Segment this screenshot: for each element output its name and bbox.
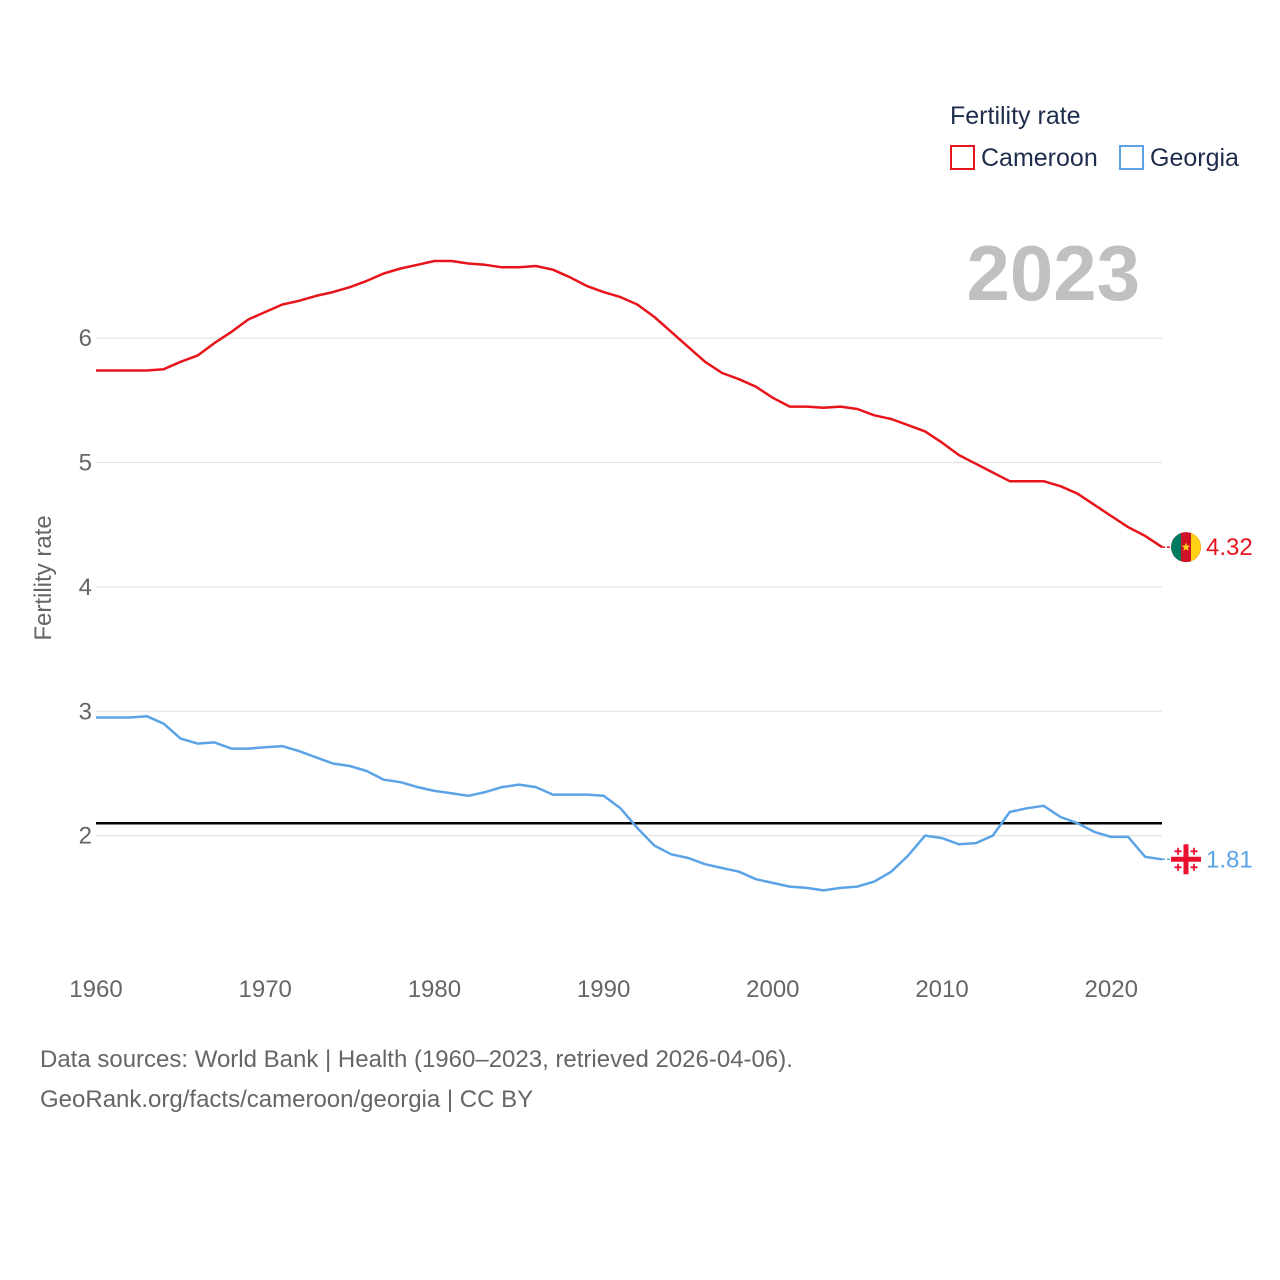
x-tick-label: 1980 <box>408 976 461 1003</box>
y-axis-title: Fertility rate <box>30 515 57 640</box>
legend-swatch-georgia <box>1119 145 1144 170</box>
x-axis: 1960 1970 1980 1990 2000 2010 2020 <box>69 976 1138 1003</box>
legend[interactable]: Fertility rate Cameroon Georgia <box>950 102 1239 172</box>
chart: 2 3 4 5 6 1960 1970 1980 1990 2000 2010 2020 Ferti… <box>30 102 1253 1003</box>
series-line-cameroon <box>96 259 1163 549</box>
x-tick-label: 1970 <box>239 976 292 1003</box>
series-group <box>96 259 1163 892</box>
y-axis: 2 3 4 5 6 <box>79 325 92 849</box>
y-tick-label: 2 <box>79 823 92 850</box>
legend-swatch-cameroon <box>950 145 975 170</box>
legend-item-cameroon[interactable]: Cameroon <box>950 144 1098 172</box>
y-tick-label: 3 <box>79 698 92 725</box>
source-line-1: Data sources: World Bank | Health (1960–… <box>40 1046 793 1073</box>
x-tick-label: 1960 <box>69 976 122 1003</box>
y-tick-label: 4 <box>79 574 92 601</box>
year-label: 2023 <box>966 229 1140 317</box>
legend-label-georgia: Georgia <box>1150 144 1239 172</box>
legend-item-georgia[interactable]: Georgia <box>1119 144 1239 172</box>
end-markers: 4.32 1.81 <box>1162 532 1253 875</box>
x-tick-label: 2010 <box>915 976 968 1003</box>
cameroon-flag-icon <box>1171 532 1201 563</box>
x-tick-label: 2020 <box>1085 976 1138 1003</box>
y-tick-label: 5 <box>79 450 92 477</box>
georgia-flag-icon <box>1171 844 1201 875</box>
legend-title: Fertility rate <box>950 102 1081 130</box>
y-tick-label: 6 <box>79 325 92 352</box>
x-tick-label: 2000 <box>746 976 799 1003</box>
series-line-georgia <box>96 714 1163 892</box>
gridlines <box>96 337 1162 837</box>
x-tick-label: 1990 <box>577 976 630 1003</box>
end-value-georgia: 1.81 <box>1206 846 1253 873</box>
legend-label-cameroon: Cameroon <box>981 144 1098 172</box>
end-value-cameroon: 4.32 <box>1206 534 1253 561</box>
source-line-2[interactable]: GeoRank.org/facts/cameroon/georgia | CC … <box>40 1086 534 1113</box>
